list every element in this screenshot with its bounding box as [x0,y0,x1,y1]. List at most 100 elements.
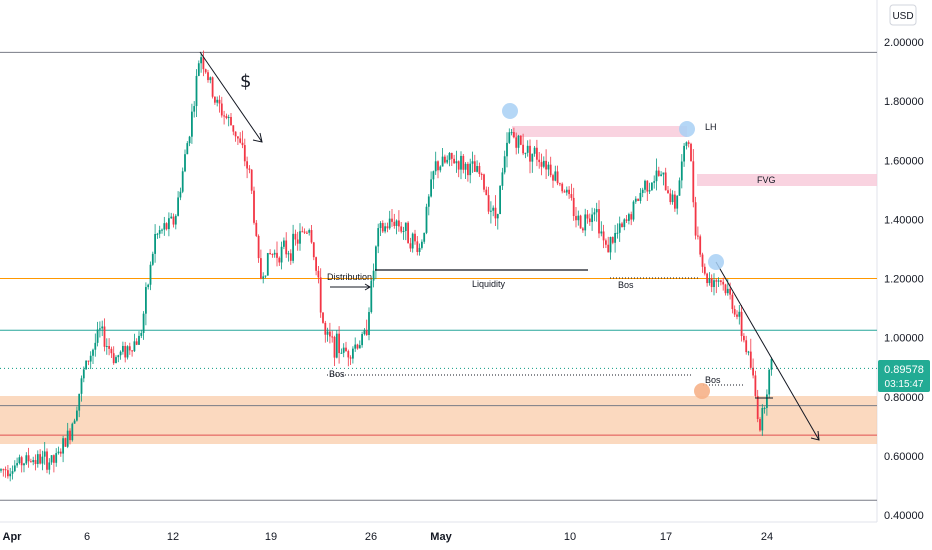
candle-body [667,190,669,194]
candle-body [427,196,430,207]
candle-body [565,189,568,193]
fvg-pink-zone [697,174,877,186]
candle-body [105,345,108,347]
trend-arrow-top-head [252,132,263,143]
x-tick-label: May [430,531,452,543]
candle-body [630,214,633,220]
candle-body [614,233,616,243]
candle-body [586,214,589,219]
candle-body [745,340,748,353]
candle-body [269,253,271,255]
x-tick-label: 19 [265,531,277,543]
candle-body [740,311,743,336]
candle-body [96,329,99,343]
candle-body [547,164,550,170]
candle-body [363,330,366,335]
horizontal-lines [0,51,877,501]
candle-body [439,166,442,171]
candle-body [717,280,720,282]
candle-body [209,77,212,81]
candle-body [641,189,644,193]
candle-body [731,294,734,310]
candle-body [423,232,426,242]
candle-body [418,247,421,253]
candle-body [361,334,363,346]
candle-body [4,469,7,471]
candle-body [368,312,370,335]
candle-body [517,135,520,148]
candle-body [644,180,646,190]
x-axis[interactable]: Apr 6 12 19 26 May 10 17 24 [3,531,774,543]
candle-body [20,457,23,466]
candle-body [729,288,731,295]
candle-body [276,252,278,258]
candle-body [416,241,419,253]
currency-button[interactable]: USD [889,4,917,26]
candle-body [32,460,35,463]
candle-body [680,161,683,181]
candle-body [101,326,104,329]
candle-body [257,235,260,259]
candle-body [639,192,642,201]
candle-body [545,160,547,170]
candle-body [71,423,74,441]
candle-body [62,438,64,454]
candle-body [289,253,292,261]
candle-body [138,335,140,345]
candle-body [335,333,338,358]
demand-zone [0,396,877,444]
candle-body [124,345,127,358]
candle-body [579,215,582,229]
candle-body [82,369,85,379]
trend-arrow-bottom [715,261,820,441]
candle-body [234,131,237,137]
candle-body [628,214,630,221]
high-circle-3 [708,254,724,270]
candle-body [591,214,593,223]
candle-body [303,231,306,233]
candle-body [384,226,386,232]
fvg-label: FVG [757,175,776,185]
candle-body [455,161,458,164]
candle-body [763,407,766,409]
candle-body [506,142,508,157]
candle-body [738,311,741,317]
candle-body [57,451,60,454]
y-axis[interactable]: 2.00000 1.80000 1.60000 1.40000 1.20000 1.000… [884,37,924,522]
candle-body [559,183,561,185]
candle-body [625,219,628,221]
candle-body [223,115,225,117]
candle-body [706,273,708,284]
candle-body [398,220,400,227]
price-tag: 0.89578 03:15:47 [878,360,930,392]
candle-body [697,235,699,237]
candle-body [69,430,71,441]
bos-label-2: Bos [618,280,634,290]
candle-body [145,287,147,314]
candle-body [64,438,67,447]
candle-body [766,394,768,408]
trend-arrow-bottom-head [810,430,820,441]
candle-body [13,465,16,472]
x-tick-label: 10 [564,531,576,543]
candle-body [177,197,179,216]
candle-body [241,142,244,146]
candle-body [36,454,39,465]
candle-body [287,253,290,255]
candle-body [690,143,692,162]
candle-body [676,195,679,209]
y-tick-label: 0.40000 [884,510,924,522]
low-circle [694,383,710,399]
candle-body [271,253,274,255]
candle-body [246,161,248,169]
candle-body [87,360,90,362]
candle-body [347,351,350,358]
candle-body [598,209,600,234]
candle-body [756,395,759,419]
y-tick-label: 1.00000 [884,333,924,345]
candle-body [25,455,28,464]
candle-body [674,194,676,209]
candle-body [315,257,317,271]
candle-body [264,275,267,277]
